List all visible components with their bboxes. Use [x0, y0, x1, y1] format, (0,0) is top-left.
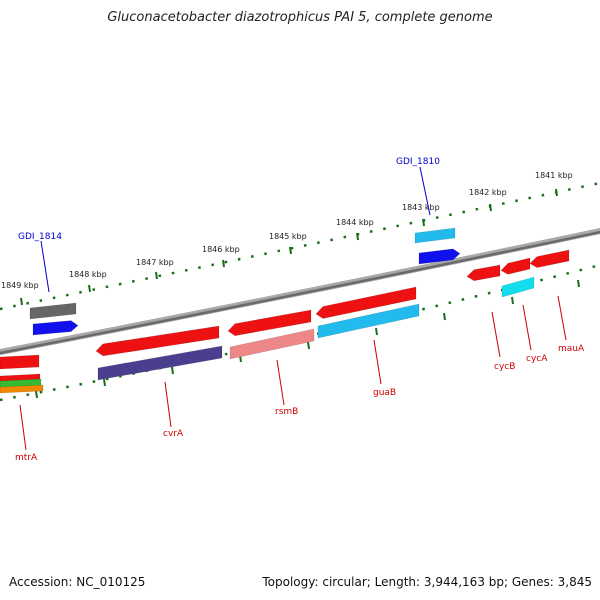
leader-line-gdi1814 — [40, 240, 50, 293]
kbp-label-group: 1849 kbp 1848 kbp 1847 kbp 1846 kbp 1845… — [1, 171, 573, 290]
topology-summary-text: Topology: circular; Length: 3,944,163 bp… — [262, 575, 592, 589]
outer-tick — [289, 246, 292, 255]
gene-feature-cyca-red[interactable] — [500, 257, 531, 275]
gene-feature-cyca-cyan[interactable] — [501, 276, 535, 298]
gene-label-cycb[interactable]: cycB — [494, 362, 515, 372]
kbp-label: 1843 kbp — [402, 203, 440, 212]
gene-label-guab[interactable]: guaB — [373, 388, 396, 398]
gene-feature-rsmb-red[interactable] — [227, 309, 312, 337]
outer-tick — [20, 297, 23, 306]
kbp-label: 1844 kbp — [336, 218, 374, 227]
outer-tick — [155, 271, 158, 280]
gene-feature-cvra-red[interactable] — [95, 325, 220, 357]
outer-tick — [422, 218, 425, 227]
accession-text: Accession: NC_010125 — [9, 575, 146, 589]
gene-feature-guab-red[interactable] — [315, 286, 417, 319]
gene-label-mtra[interactable]: mtrA — [15, 453, 38, 463]
outer-tick — [356, 232, 359, 241]
gene-feature-mtra-red[interactable] — [0, 354, 40, 370]
gene-label-maua[interactable]: mauA — [558, 344, 585, 354]
outer-tick — [222, 259, 225, 268]
inner-tick — [35, 390, 38, 399]
outer-dotted-track — [0, 181, 600, 311]
inner-tick — [443, 312, 446, 321]
leader-line-rsmb — [276, 359, 285, 406]
map-title: Gluconacetobacter diazotrophicus PAI 5, … — [107, 10, 493, 25]
leader-line-gdi1810 — [419, 166, 431, 216]
kbp-label: 1847 kbp — [136, 258, 174, 267]
inner-tick — [375, 327, 378, 336]
gene-feature-cycb-red[interactable] — [466, 264, 501, 282]
kbp-label: 1845 kbp — [269, 232, 307, 241]
inner-tick — [307, 341, 310, 350]
gene-label-rsmb[interactable]: rsmB — [275, 407, 298, 417]
gene-feature-cvra-navy[interactable] — [97, 345, 223, 381]
gene-feature-maua-red[interactable] — [529, 249, 570, 268]
gene-label-cvra[interactable]: cvrA — [163, 429, 184, 439]
inner-tick — [171, 366, 174, 375]
leader-line-maua — [557, 295, 567, 341]
outer-tick — [555, 188, 558, 197]
gene-feature-gdi1814-gray[interactable] — [29, 302, 77, 320]
gene-label-gdi1814[interactable]: GDI_1814 — [18, 232, 62, 242]
gene-feature-group — [0, 227, 570, 394]
outer-tick — [88, 284, 91, 293]
gene-feature-rsmb-salmon[interactable] — [229, 328, 315, 360]
gene-label-group: GDI_1814 GDI_1810 mtrA cvrA rsmB guaB cy… — [15, 157, 585, 463]
inner-tick — [511, 296, 514, 305]
leader-line-mtra — [19, 404, 27, 451]
outer-tick — [489, 203, 492, 212]
leader-line-cyca — [522, 304, 532, 351]
kbp-label: 1849 kbp — [1, 281, 39, 290]
kbp-label: 1848 kbp — [69, 270, 107, 279]
gene-label-gdi1810[interactable]: GDI_1810 — [396, 157, 440, 167]
kbp-label: 1842 kbp — [469, 188, 507, 197]
inner-tick-group — [35, 279, 580, 399]
gene-feature-gdi1810-cyan[interactable] — [414, 227, 456, 244]
kbp-label: 1841 kbp — [535, 171, 573, 180]
leader-line-guab — [373, 339, 382, 385]
gene-feature-mtra-orange[interactable] — [0, 384, 44, 394]
inner-tick — [103, 378, 106, 387]
outer-tick-group — [20, 188, 558, 306]
kbp-label: 1846 kbp — [202, 245, 240, 254]
gene-feature-gdi1814-blue[interactable] — [32, 320, 79, 336]
gene-feature-guab-cyan[interactable] — [317, 303, 420, 339]
leader-lines — [19, 166, 567, 451]
genome-backbone-shade — [0, 230, 600, 355]
gene-label-cyca[interactable]: cycA — [526, 354, 548, 364]
gene-feature-gdi1810-blue[interactable] — [418, 248, 461, 265]
leader-line-cvra — [164, 381, 172, 428]
leader-line-cycb — [491, 311, 501, 358]
inner-tick — [577, 279, 580, 288]
